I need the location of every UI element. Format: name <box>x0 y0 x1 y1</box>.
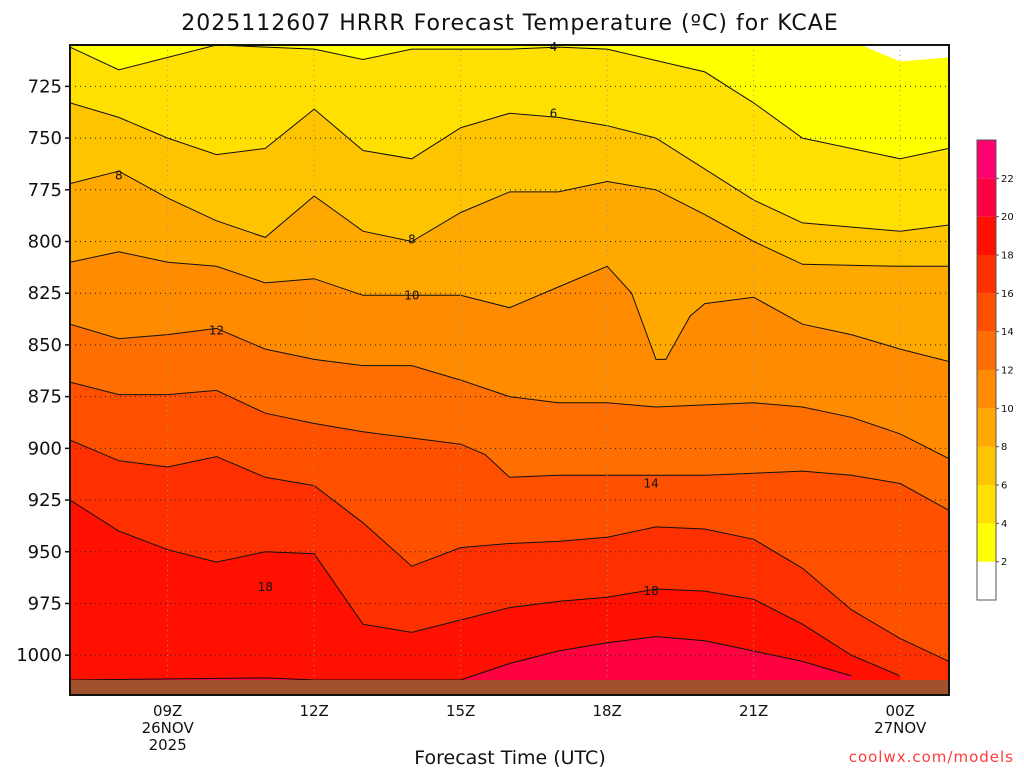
isotherm-12 <box>70 323 949 460</box>
contour-label: 8 <box>115 168 123 182</box>
contour-label: 10 <box>404 288 419 302</box>
x-tick-label: 00Z <box>885 702 914 720</box>
isotherm-10 <box>70 251 949 362</box>
colorbar-swatch <box>977 140 996 179</box>
colorbar-swatch <box>977 293 996 332</box>
colorbar-label: 12 <box>1001 366 1014 377</box>
y-tick-label: 775 <box>28 180 62 201</box>
y-tick-label: 725 <box>28 76 62 97</box>
colorbar-swatch <box>977 331 996 370</box>
colorbar-swatch <box>977 446 996 485</box>
isotherm-20 <box>70 636 852 680</box>
colorbar-label: 4 <box>1001 519 1007 530</box>
contour-label: 4 <box>550 40 558 54</box>
contour-label: 14 <box>643 477 658 491</box>
colorbar-swatch <box>977 561 996 600</box>
colorbar-label: 6 <box>1001 481 1007 492</box>
contour-label: 18 <box>258 580 273 594</box>
contour-label: 12 <box>209 323 224 337</box>
colorbar-swatch <box>977 255 996 294</box>
colorbar: 2 4 6 8 10 12 14 16 18 20 22 <box>976 139 1014 601</box>
ground-surface <box>70 680 949 695</box>
grid <box>70 45 949 680</box>
isotherm-14 <box>70 381 949 511</box>
x-tick-label: 26NOV <box>142 719 195 737</box>
colorbar-label: 16 <box>1001 289 1014 300</box>
isotherm-4 <box>70 45 949 160</box>
contour-label: 18 <box>643 584 658 598</box>
y-tick-label: 825 <box>28 283 62 304</box>
y-tick-label: 925 <box>28 490 62 511</box>
colorbar-label: 2 <box>1001 557 1007 568</box>
colorbar-label: 22 <box>1001 174 1014 185</box>
x-tick-label: 27NOV <box>874 719 927 737</box>
x-tick-label: 2025 <box>149 736 187 754</box>
colorbar-label: 20 <box>1001 212 1014 223</box>
colorbar-swatch <box>977 408 996 447</box>
credit-text: coolwx.com/models <box>849 748 1014 766</box>
colorbar-swatch <box>977 370 996 409</box>
isotherm-8 <box>70 170 949 267</box>
colorbar-label: 10 <box>1001 404 1014 415</box>
colorbar-swatch <box>977 485 996 524</box>
x-axis-label: Forecast Time (UTC) <box>414 747 605 768</box>
x-tick-label: 15Z <box>446 702 475 720</box>
band-fill-20 <box>70 636 852 680</box>
plot-area: 725 750 775 800 825 850 875 900 925 950 975 1000 09Z… <box>16 40 950 754</box>
contour-label: 8 <box>408 232 416 246</box>
band-fill-16-edge <box>909 510 949 660</box>
colorbar-swatch <box>977 523 996 562</box>
x-tick-label: 18Z <box>592 702 621 720</box>
band-fill-below-2 <box>861 45 949 62</box>
contour-label: 6 <box>550 106 558 120</box>
isotherm-18 <box>70 499 901 677</box>
y-tick-label: 900 <box>28 438 62 459</box>
colorbar-label: 18 <box>1001 251 1014 262</box>
y-tick-label: 750 <box>28 128 62 149</box>
y-tick-label: 975 <box>28 593 62 614</box>
colorbar-label: 14 <box>1001 327 1014 338</box>
isotherm-16 <box>70 439 949 662</box>
x-tick-label: 12Z <box>299 702 328 720</box>
x-tick-label: 09Z <box>153 702 182 720</box>
y-tick-label: 950 <box>28 542 62 563</box>
chart-title: 2025112607 HRRR Forecast Temperature (ºC… <box>181 11 838 36</box>
plot-frame <box>69 44 950 696</box>
x-tick-label: 21Z <box>739 702 768 720</box>
isotherm-6 <box>70 102 949 232</box>
y-tick-label: 850 <box>28 335 62 356</box>
band-fill-18 <box>70 500 901 680</box>
y-tick-label: 875 <box>28 387 62 408</box>
colorbar-label: 8 <box>1001 442 1007 453</box>
colorbar-swatch <box>977 178 996 217</box>
colorbar-swatch <box>977 216 996 255</box>
y-tick-label: 800 <box>28 231 62 252</box>
y-tick-label: 1000 <box>16 645 62 666</box>
